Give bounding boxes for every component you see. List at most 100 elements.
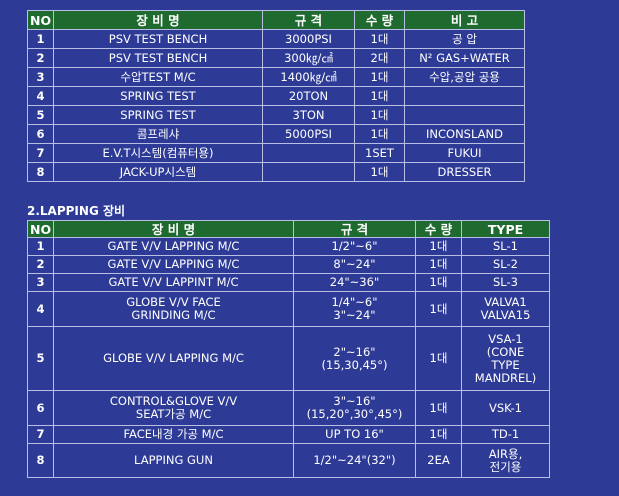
quantity: 1대 [415,425,462,444]
table-row: 3 수압TEST M/C 1400㎏/㎠ 1대 수압,공압 공용 [27,67,525,87]
table-row: 1 PSV TEST BENCH 3000PSI 1대 공 압 [27,29,525,49]
equipment-table-1: NO 장 비 명 규 격 수 량 비 고 1 PSV TEST BENCH 30… [27,10,525,182]
remarks: 공 압 [404,29,525,49]
header-no: NO [27,220,54,238]
table-row: 2 GATE V/V LAPPING M/C 8"~24" 1대 SL-2 [27,255,550,274]
type: SL-2 [461,255,550,274]
spec: 3"~16" (15,20°,30°,45°) [293,390,416,426]
header-no: NO [27,10,54,30]
header-remarks: 비 고 [404,10,525,30]
table-row: 1 GATE V/V LAPPING M/C 1/2"~6" 1대 SL-1 [27,237,550,256]
quantity: 1대 [415,326,462,391]
equipment-name: JACK-UP시스템 [53,162,263,182]
header-spec: 규 격 [262,10,355,30]
equipment-name: E.V.T시스템(컴퓨터용) [53,143,263,163]
header-equipment-name: 장 비 명 [53,220,294,238]
equipment-name: FACE내경 가공 M/C [53,425,294,444]
row-no: 6 [27,124,54,144]
quantity: 1대 [354,29,405,49]
section-title-lapping: 2.LAPPING 장비 [27,204,126,218]
row-no: 2 [27,255,54,274]
row-no: 5 [27,326,54,391]
table-header-row: NO 장 비 명 규 격 수 량 TYPE [27,220,550,238]
equipment-name: GLOBE V/V LAPPING M/C [53,326,294,391]
spec: 3000PSI [262,29,355,49]
quantity: 2EA [415,443,462,478]
table-header-row: NO 장 비 명 규 격 수 량 비 고 [27,10,525,30]
type: SL-3 [461,273,550,292]
row-no: 1 [27,237,54,256]
type: SL-1 [461,237,550,256]
row-no: 1 [27,29,54,49]
table-row: 3 GATE V/V LAPPINT M/C 24"~36" 1대 SL-3 [27,273,550,292]
table-row: 8 LAPPING GUN 1/2"~24"(32") 2EA AIR용, 전기… [27,443,550,478]
header-quantity: 수 량 [415,220,462,238]
spec: 5000PSI [262,124,355,144]
equipment-name: GATE V/V LAPPING M/C [53,237,294,256]
remarks: 수압,공압 공용 [404,67,525,87]
table-row: 6 CONTROL&GLOVE V/V SEAT가공 M/C 3"~16" (1… [27,390,550,426]
table-row: 4 SPRING TEST 20TON 1대 [27,86,525,106]
equipment-name: 콤프레샤 [53,124,263,144]
row-no: 7 [27,143,54,163]
spec: 20TON [262,86,355,106]
table-row: 5 SPRING TEST 3TON 1대 [27,105,525,125]
type: AIR용, 전기용 [461,443,550,478]
header-type: TYPE [461,220,550,238]
spec: 8"~24" [293,255,416,274]
spec: 1/2"~6" [293,237,416,256]
table-row: 5 GLOBE V/V LAPPING M/C 2"~16" (15,30,45… [27,326,550,391]
quantity: 1대 [415,390,462,426]
spec: 1400㎏/㎠ [262,67,355,87]
remarks [404,86,525,106]
quantity: 1대 [354,162,405,182]
table-row: 4 GLOBE V/V FACE GRINDING M/C 1/4"~6" 3"… [27,291,550,327]
row-no: 6 [27,390,54,426]
quantity: 1대 [415,273,462,292]
spec: UP TO 16" [293,425,416,444]
quantity: 1대 [415,255,462,274]
table-row: 7 FACE내경 가공 M/C UP TO 16" 1대 TD-1 [27,425,550,444]
quantity: 1SET [354,143,405,163]
header-equipment-name: 장 비 명 [53,10,263,30]
quantity: 2대 [354,48,405,68]
spec [262,143,355,163]
equipment-name: SPRING TEST [53,105,263,125]
remarks: FUKUI [404,143,525,163]
spec [262,162,355,182]
row-no: 2 [27,48,54,68]
header-quantity: 수 량 [354,10,405,30]
remarks: DRESSER [404,162,525,182]
row-no: 4 [27,291,54,327]
quantity: 1대 [415,291,462,327]
quantity: 1대 [354,86,405,106]
quantity: 1대 [354,124,405,144]
spec: 300㎏/㎠ [262,48,355,68]
remarks: INCONSLAND [404,124,525,144]
type: VALVA1 VALVA15 [461,291,550,327]
remarks [404,105,525,125]
row-no: 8 [27,162,54,182]
quantity: 1대 [415,237,462,256]
spec: 1/4"~6" 3"~24" [293,291,416,327]
spec: 2"~16" (15,30,45°) [293,326,416,391]
spec: 3TON [262,105,355,125]
type: TD-1 [461,425,550,444]
row-no: 7 [27,425,54,444]
remarks: N² GAS+WATER [404,48,525,68]
equipment-name: LAPPING GUN [53,443,294,478]
equipment-name: PSV TEST BENCH [53,29,263,49]
spec: 1/2"~24"(32") [293,443,416,478]
spec: 24"~36" [293,273,416,292]
row-no: 5 [27,105,54,125]
table-row: 2 PSV TEST BENCH 300㎏/㎠ 2대 N² GAS+WATER [27,48,525,68]
equipment-table-2: NO 장 비 명 규 격 수 량 TYPE 1 GATE V/V LAPPING… [27,220,550,478]
equipment-name: CONTROL&GLOVE V/V SEAT가공 M/C [53,390,294,426]
equipment-name: 수압TEST M/C [53,67,263,87]
header-spec: 규 격 [293,220,416,238]
row-no: 3 [27,67,54,87]
type: VSK-1 [461,390,550,426]
type: VSA-1 (CONE TYPE MANDREL) [461,326,550,391]
equipment-name: SPRING TEST [53,86,263,106]
equipment-name: GATE V/V LAPPING M/C [53,255,294,274]
